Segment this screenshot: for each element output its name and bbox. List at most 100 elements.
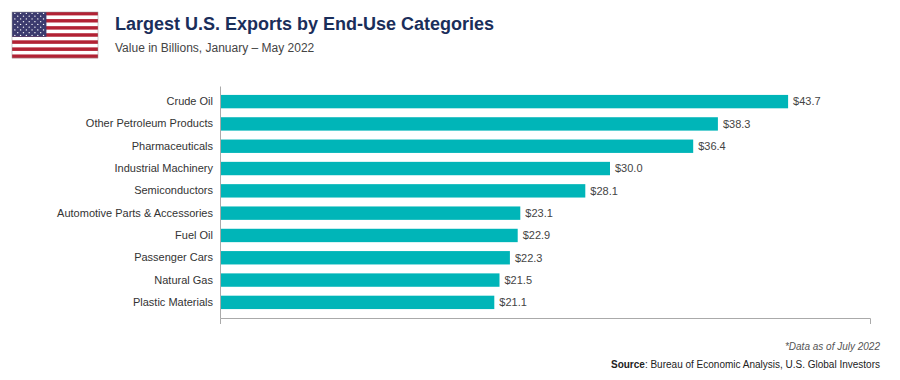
bar xyxy=(220,296,494,309)
flag-star xyxy=(29,15,30,16)
plot: Plastic Materials Natural Gas Passenger Ca… xyxy=(57,87,870,325)
flag-star xyxy=(23,32,24,33)
bar xyxy=(220,251,510,264)
flag-star xyxy=(43,29,44,30)
source-part: : Bureau of Economic Analysis, U.S. Glob… xyxy=(645,359,880,370)
y-axis: Plastic Materials Natural Gas Passenger Ca… xyxy=(57,87,220,319)
flag-star xyxy=(31,24,32,25)
flag-star xyxy=(23,26,24,27)
flag-star xyxy=(31,18,32,19)
flag-star xyxy=(20,35,21,36)
flag-star xyxy=(31,13,32,14)
flag-star xyxy=(43,13,44,14)
flag-star xyxy=(26,24,27,25)
bar xyxy=(220,229,518,242)
y-tick-label: Passenger Cars xyxy=(134,251,213,263)
flag-star xyxy=(23,15,24,16)
bars xyxy=(220,95,788,309)
flag-star xyxy=(43,24,44,25)
flag-star xyxy=(20,18,21,19)
bar xyxy=(220,273,500,286)
flag-star xyxy=(37,13,38,14)
flag-star xyxy=(29,21,30,22)
y-tick-label: Semiconductors xyxy=(134,184,213,196)
flag xyxy=(12,12,98,58)
flag-border xyxy=(12,12,98,58)
data-labels: $21.1$21.5$22.3$22.9$23.1$28.1$30.0$36.4… xyxy=(499,95,820,308)
flag-star xyxy=(40,32,41,33)
flag-star xyxy=(17,15,18,16)
y-tick-label: Plastic Materials xyxy=(133,296,214,308)
y-tick: Automotive Parts & Accessories xyxy=(57,207,220,219)
data-label: $21.1 xyxy=(499,296,527,308)
y-tick-label: Natural Gas xyxy=(154,274,213,286)
x-axis xyxy=(221,319,871,325)
title: Largest U.S. Exports by End-Use Categori… xyxy=(115,14,494,34)
y-tick: Passenger Cars xyxy=(134,251,220,263)
y-tick: Industrial Machinery xyxy=(115,162,220,174)
flag-star xyxy=(26,13,27,14)
flag-stripe xyxy=(12,37,98,41)
data-label: $21.5 xyxy=(505,274,533,286)
y-tick: Crude Oil xyxy=(167,95,220,107)
y-tick: Fuel Oil xyxy=(175,229,220,241)
y-tick-label: Automotive Parts & Accessories xyxy=(57,207,213,219)
flag-star xyxy=(34,26,35,27)
flag-stripe xyxy=(12,54,98,58)
flag-star xyxy=(14,29,15,30)
flag-star xyxy=(14,24,15,25)
flag-star xyxy=(26,35,27,36)
flag-star xyxy=(34,32,35,33)
flag-stripe xyxy=(12,44,98,48)
y-tick-label: Other Petroleum Products xyxy=(86,117,214,129)
y-tick: Semiconductors xyxy=(134,184,220,196)
flag-star xyxy=(34,15,35,16)
flag-star xyxy=(20,29,21,30)
flag-star xyxy=(37,29,38,30)
flag-star xyxy=(31,29,32,30)
source: Source: Bureau of Economic Analysis, U.S… xyxy=(611,359,880,370)
data-label: $36.4 xyxy=(698,140,726,152)
y-axis-line xyxy=(220,87,221,319)
flag-star xyxy=(29,32,30,33)
flag-star xyxy=(14,35,15,36)
flag-star xyxy=(20,24,21,25)
source-part: Source xyxy=(611,359,645,370)
y-tick: Other Petroleum Products xyxy=(86,117,220,129)
bar xyxy=(220,95,788,108)
flag-star xyxy=(17,21,18,22)
chart: Largest U.S. Exports by End-Use Categori… xyxy=(0,0,900,380)
bar xyxy=(220,206,520,219)
y-tick-label: Pharmaceuticals xyxy=(132,140,214,152)
bar xyxy=(220,162,610,175)
y-tick-label: Fuel Oil xyxy=(175,229,213,241)
data-label: $22.9 xyxy=(523,229,551,241)
flag-star xyxy=(37,24,38,25)
flag-star xyxy=(40,26,41,27)
footnote: *Data as of July 2022 xyxy=(785,341,880,352)
flag-star xyxy=(23,21,24,22)
flag-star xyxy=(26,18,27,19)
flag-star xyxy=(43,35,44,36)
bar xyxy=(220,117,718,130)
y-tick: Plastic Materials xyxy=(133,296,220,308)
x-axis-line xyxy=(221,319,871,325)
data-label: $23.1 xyxy=(525,207,553,219)
flag-star xyxy=(29,26,30,27)
flag-stripe xyxy=(12,47,98,51)
data-label: $28.1 xyxy=(590,185,618,197)
flag-star xyxy=(20,13,21,14)
flag-star xyxy=(34,21,35,22)
flag-star xyxy=(31,35,32,36)
flag-star xyxy=(17,26,18,27)
flag-star xyxy=(26,29,27,30)
bar xyxy=(220,184,585,197)
flag-star xyxy=(17,32,18,33)
flag-star xyxy=(37,18,38,19)
flag-star xyxy=(40,21,41,22)
flag-stripe xyxy=(12,51,98,55)
flag-star xyxy=(37,35,38,36)
data-label: $22.3 xyxy=(515,252,543,264)
flag-star xyxy=(14,18,15,19)
data-label: $43.7 xyxy=(793,95,821,107)
